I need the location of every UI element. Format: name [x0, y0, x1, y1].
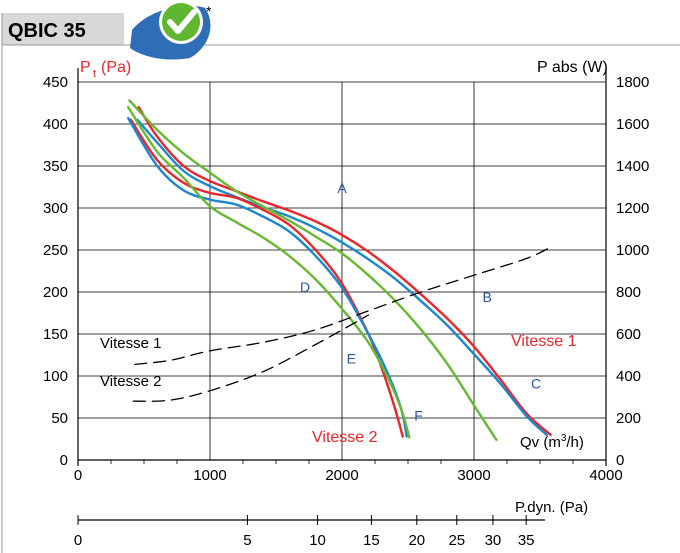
pressure-curve — [137, 106, 552, 436]
x-tick-label: 3000 — [457, 467, 490, 484]
x-tick-label: 1000 — [193, 467, 226, 484]
secondary-tick-label: 10 — [309, 532, 326, 549]
secondary-tick-label: 20 — [408, 532, 425, 549]
left-tick-label: 150 — [43, 326, 68, 343]
right-tick-label: 200 — [616, 410, 641, 427]
chart-title: QBIC 35 — [8, 20, 86, 42]
left-axis-title-main: P — [80, 59, 91, 76]
right-tick-label: 1200 — [616, 200, 649, 217]
pressure-curve — [136, 118, 548, 436]
right-tick-label: 1800 — [616, 74, 649, 91]
x-tick-label: 0 — [74, 467, 82, 484]
operating-point-label: A — [337, 180, 347, 196]
right-tick-label: 600 — [616, 326, 641, 343]
right-tick-label: 400 — [616, 368, 641, 385]
right-tick-label: 0 — [616, 452, 624, 469]
vitesse1-power-label: Vitesse 1 — [100, 335, 161, 352]
operating-point-label: E — [347, 350, 356, 366]
badge-star: * — [206, 3, 212, 19]
x-axis-title-sup: 3 — [561, 433, 567, 444]
right-tick-label: 1600 — [616, 116, 649, 133]
secondary-tick-label: 15 — [363, 532, 380, 549]
label-layer: 0501001502002503003504004500200400600800… — [43, 74, 649, 549]
pressure-curve — [126, 116, 408, 438]
left-axis-title-unit: (Pa) — [101, 59, 131, 76]
secondary-x-axis-title: P.dyn. (Pa) — [515, 499, 588, 516]
left-tick-label: 100 — [43, 368, 68, 385]
right-tick-label: 1400 — [616, 158, 649, 175]
left-tick-label: 300 — [43, 200, 68, 217]
left-tick-label: 200 — [43, 284, 68, 301]
power-curve — [132, 314, 370, 402]
header-bar — [2, 13, 124, 45]
x-axis-title-end: /h) — [566, 434, 584, 451]
operating-point-label: C — [531, 376, 541, 392]
operating-point-label: B — [483, 289, 492, 305]
secondary-tick-label: 5 — [243, 532, 251, 549]
secondary-tick-label: 35 — [518, 532, 535, 549]
certified-check-icon — [130, 0, 211, 60]
x-axis-title-main: Qv (m — [520, 434, 561, 451]
curve-layer — [126, 99, 554, 441]
pressure-curve — [128, 99, 498, 441]
pressure-curve — [126, 106, 411, 439]
x-axis-title: Qv (m3/h) — [520, 433, 584, 451]
left-axis-title-sub: t — [93, 68, 96, 80]
secondary-tick-label: 0 — [74, 532, 82, 549]
operating-point-label: D — [300, 279, 310, 295]
left-tick-label: 350 — [43, 158, 68, 175]
secondary-tick-label: 30 — [485, 532, 502, 549]
right-tick-label: 800 — [616, 284, 641, 301]
left-tick-label: 0 — [60, 452, 68, 469]
left-tick-label: 50 — [51, 410, 68, 427]
power-curve — [134, 245, 554, 366]
left-tick-label: 250 — [43, 242, 68, 259]
vitesse2-curve-label: Vitesse 2 — [312, 429, 378, 446]
plot-grid — [77, 68, 607, 525]
x-tick-label: 4000 — [589, 467, 622, 484]
x-tick-label: 2000 — [325, 467, 358, 484]
operating-point-label: F — [414, 408, 423, 424]
right-tick-label: 1000 — [616, 242, 649, 259]
secondary-tick-label: 25 — [448, 532, 465, 549]
right-axis-title: P abs (W) — [537, 59, 608, 76]
vitesse2-power-label: Vitesse 2 — [100, 373, 161, 390]
left-tick-label: 450 — [43, 74, 68, 91]
vitesse1-curve-label: Vitesse 1 — [511, 333, 577, 350]
left-tick-label: 400 — [43, 116, 68, 133]
